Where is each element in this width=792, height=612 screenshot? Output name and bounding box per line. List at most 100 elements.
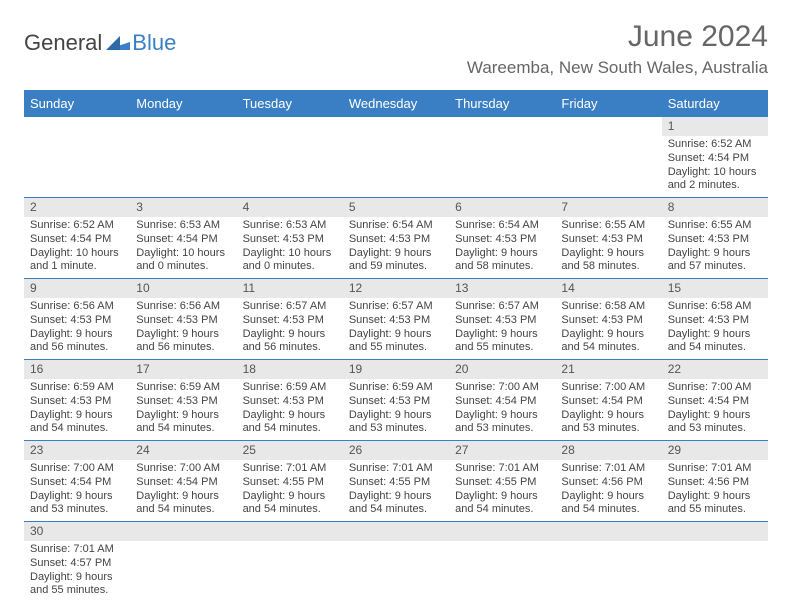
day-daylight2: and 54 minutes. bbox=[668, 341, 762, 355]
day-body bbox=[449, 541, 555, 547]
day-body bbox=[449, 136, 555, 142]
day-daylight2: and 54 minutes. bbox=[561, 341, 655, 355]
day-body: Sunrise: 6:59 AMSunset: 4:53 PMDaylight:… bbox=[237, 379, 343, 440]
day-daylight2: and 55 minutes. bbox=[668, 503, 762, 517]
day-number: 24 bbox=[130, 441, 236, 460]
day-sunset: Sunset: 4:53 PM bbox=[668, 233, 762, 247]
day-cell: 20Sunrise: 7:00 AMSunset: 4:54 PMDayligh… bbox=[449, 360, 555, 440]
day-daylight1: Daylight: 9 hours bbox=[668, 328, 762, 342]
day-cell: 12Sunrise: 6:57 AMSunset: 4:53 PMDayligh… bbox=[343, 279, 449, 359]
day-body: Sunrise: 7:01 AMSunset: 4:55 PMDaylight:… bbox=[237, 460, 343, 521]
day-daylight1: Daylight: 9 hours bbox=[668, 247, 762, 261]
day-sunset: Sunset: 4:55 PM bbox=[243, 476, 337, 490]
day-body: Sunrise: 6:56 AMSunset: 4:53 PMDaylight:… bbox=[24, 298, 130, 359]
day-daylight1: Daylight: 9 hours bbox=[349, 490, 443, 504]
day-cell bbox=[555, 117, 661, 197]
day-cell: 15Sunrise: 6:58 AMSunset: 4:53 PMDayligh… bbox=[662, 279, 768, 359]
day-sunset: Sunset: 4:53 PM bbox=[349, 395, 443, 409]
day-cell: 23Sunrise: 7:00 AMSunset: 4:54 PMDayligh… bbox=[24, 441, 130, 521]
day-sunset: Sunset: 4:54 PM bbox=[30, 233, 124, 247]
day-cell: 18Sunrise: 6:59 AMSunset: 4:53 PMDayligh… bbox=[237, 360, 343, 440]
day-sunrise: Sunrise: 6:53 AM bbox=[136, 219, 230, 233]
day-number: 13 bbox=[449, 279, 555, 298]
day-number: 3 bbox=[130, 198, 236, 217]
day-cell: 26Sunrise: 7:01 AMSunset: 4:55 PMDayligh… bbox=[343, 441, 449, 521]
day-sunset: Sunset: 4:53 PM bbox=[455, 314, 549, 328]
day-number: 11 bbox=[237, 279, 343, 298]
day-daylight2: and 1 minute. bbox=[30, 260, 124, 274]
day-daylight2: and 54 minutes. bbox=[349, 503, 443, 517]
day-sunset: Sunset: 4:53 PM bbox=[349, 233, 443, 247]
day-daylight2: and 54 minutes. bbox=[136, 422, 230, 436]
day-number bbox=[237, 522, 343, 541]
day-number: 1 bbox=[662, 117, 768, 136]
day-body bbox=[130, 136, 236, 142]
day-sunset: Sunset: 4:56 PM bbox=[668, 476, 762, 490]
day-sunrise: Sunrise: 7:01 AM bbox=[668, 462, 762, 476]
day-daylight2: and 0 minutes. bbox=[136, 260, 230, 274]
day-daylight1: Daylight: 9 hours bbox=[349, 328, 443, 342]
day-body: Sunrise: 6:57 AMSunset: 4:53 PMDaylight:… bbox=[237, 298, 343, 359]
day-cell bbox=[449, 522, 555, 602]
day-body: Sunrise: 7:00 AMSunset: 4:54 PMDaylight:… bbox=[130, 460, 236, 521]
day-daylight1: Daylight: 9 hours bbox=[243, 490, 337, 504]
day-number: 10 bbox=[130, 279, 236, 298]
day-sunset: Sunset: 4:54 PM bbox=[136, 476, 230, 490]
day-cell bbox=[237, 117, 343, 197]
day-number: 30 bbox=[24, 522, 130, 541]
day-sunset: Sunset: 4:53 PM bbox=[668, 314, 762, 328]
week-row: 16Sunrise: 6:59 AMSunset: 4:53 PMDayligh… bbox=[24, 360, 768, 441]
week-row: 2Sunrise: 6:52 AMSunset: 4:54 PMDaylight… bbox=[24, 198, 768, 279]
day-cell: 28Sunrise: 7:01 AMSunset: 4:56 PMDayligh… bbox=[555, 441, 661, 521]
day-number: 16 bbox=[24, 360, 130, 379]
day-body bbox=[343, 136, 449, 142]
day-body: Sunrise: 7:00 AMSunset: 4:54 PMDaylight:… bbox=[449, 379, 555, 440]
day-body bbox=[555, 541, 661, 547]
day-cell: 25Sunrise: 7:01 AMSunset: 4:55 PMDayligh… bbox=[237, 441, 343, 521]
day-body: Sunrise: 6:52 AMSunset: 4:54 PMDaylight:… bbox=[662, 136, 768, 197]
day-daylight1: Daylight: 9 hours bbox=[30, 571, 124, 585]
day-cell: 7Sunrise: 6:55 AMSunset: 4:53 PMDaylight… bbox=[555, 198, 661, 278]
day-body bbox=[555, 136, 661, 142]
day-number: 4 bbox=[237, 198, 343, 217]
day-cell: 21Sunrise: 7:00 AMSunset: 4:54 PMDayligh… bbox=[555, 360, 661, 440]
day-body: Sunrise: 6:59 AMSunset: 4:53 PMDaylight:… bbox=[343, 379, 449, 440]
day-daylight1: Daylight: 9 hours bbox=[455, 409, 549, 423]
dayhead-tue: Tuesday bbox=[237, 90, 343, 117]
day-sunrise: Sunrise: 6:59 AM bbox=[243, 381, 337, 395]
day-body: Sunrise: 6:55 AMSunset: 4:53 PMDaylight:… bbox=[555, 217, 661, 278]
day-daylight1: Daylight: 9 hours bbox=[30, 409, 124, 423]
day-body: Sunrise: 6:52 AMSunset: 4:54 PMDaylight:… bbox=[24, 217, 130, 278]
day-sunrise: Sunrise: 7:01 AM bbox=[349, 462, 443, 476]
day-sunset: Sunset: 4:53 PM bbox=[243, 395, 337, 409]
day-cell bbox=[343, 522, 449, 602]
day-body: Sunrise: 6:56 AMSunset: 4:53 PMDaylight:… bbox=[130, 298, 236, 359]
day-body: Sunrise: 7:01 AMSunset: 4:56 PMDaylight:… bbox=[555, 460, 661, 521]
day-cell: 19Sunrise: 6:59 AMSunset: 4:53 PMDayligh… bbox=[343, 360, 449, 440]
day-cell bbox=[24, 117, 130, 197]
day-sunrise: Sunrise: 6:52 AM bbox=[668, 138, 762, 152]
day-cell: 6Sunrise: 6:54 AMSunset: 4:53 PMDaylight… bbox=[449, 198, 555, 278]
day-daylight1: Daylight: 9 hours bbox=[455, 247, 549, 261]
week-row: 23Sunrise: 7:00 AMSunset: 4:54 PMDayligh… bbox=[24, 441, 768, 522]
day-cell bbox=[130, 117, 236, 197]
day-cell: 13Sunrise: 6:57 AMSunset: 4:53 PMDayligh… bbox=[449, 279, 555, 359]
day-daylight2: and 53 minutes. bbox=[455, 422, 549, 436]
day-cell: 27Sunrise: 7:01 AMSunset: 4:55 PMDayligh… bbox=[449, 441, 555, 521]
day-number: 20 bbox=[449, 360, 555, 379]
day-daylight2: and 53 minutes. bbox=[668, 422, 762, 436]
day-body bbox=[662, 541, 768, 547]
day-sunset: Sunset: 4:53 PM bbox=[30, 314, 124, 328]
day-sunset: Sunset: 4:53 PM bbox=[561, 233, 655, 247]
day-number: 23 bbox=[24, 441, 130, 460]
day-cell bbox=[343, 117, 449, 197]
day-cell bbox=[555, 522, 661, 602]
day-sunrise: Sunrise: 7:01 AM bbox=[243, 462, 337, 476]
day-body: Sunrise: 6:58 AMSunset: 4:53 PMDaylight:… bbox=[662, 298, 768, 359]
day-body: Sunrise: 7:00 AMSunset: 4:54 PMDaylight:… bbox=[555, 379, 661, 440]
day-sunrise: Sunrise: 6:57 AM bbox=[455, 300, 549, 314]
day-number bbox=[662, 522, 768, 541]
day-sunrise: Sunrise: 6:53 AM bbox=[243, 219, 337, 233]
day-daylight1: Daylight: 9 hours bbox=[349, 409, 443, 423]
day-body: Sunrise: 7:00 AMSunset: 4:54 PMDaylight:… bbox=[662, 379, 768, 440]
